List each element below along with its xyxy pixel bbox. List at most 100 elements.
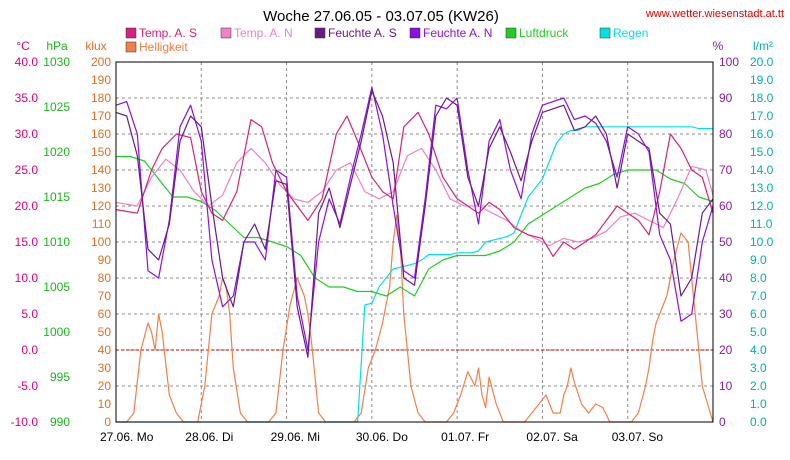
tick-label: 9.0 — [750, 253, 767, 267]
series-line-helligkeit — [116, 214, 714, 423]
tick-label: 90 — [719, 91, 733, 105]
tick-label: 13.0 — [750, 181, 774, 195]
tick-label: 14.0 — [750, 163, 774, 177]
tick-label: 30 — [98, 361, 112, 375]
legend-label: Regen — [613, 26, 648, 40]
tick-label: 40.0 — [15, 55, 39, 69]
tick-label: 190 — [91, 73, 111, 87]
axis-unit-label: klux — [85, 39, 106, 53]
legend-swatch — [409, 27, 421, 39]
tick-label: 110 — [92, 217, 111, 231]
tick-label: 1025 — [43, 100, 70, 114]
axis-unit-label: l/m² — [753, 39, 773, 53]
series-layer — [115, 86, 714, 423]
tick-label: -10.0 — [11, 415, 39, 429]
axis-unit-label: hPa — [46, 39, 68, 53]
tick-label: 70 — [719, 163, 733, 177]
series-line-feuchte-a-s — [115, 90, 714, 358]
tick-label: 130 — [91, 181, 111, 195]
x-tick-label: 28.06. Di — [185, 430, 233, 444]
tick-label: 100 — [91, 235, 111, 249]
series-line-temp-a-n — [115, 147, 714, 247]
tick-label: 20 — [719, 343, 733, 357]
tick-label: 50 — [98, 325, 112, 339]
tick-label: 90 — [98, 253, 112, 267]
legend-swatch — [220, 27, 232, 39]
tick-label: 1005 — [43, 280, 70, 294]
tick-label: 10.0 — [15, 271, 39, 285]
tick-label: 120 — [91, 199, 111, 213]
chart-title: Woche 27.06.05 - 03.07.05 (KW26) — [263, 8, 499, 25]
tick-label: 180 — [91, 91, 111, 105]
series-line-luftdruck — [116, 155, 714, 297]
tick-label: 20.0 — [15, 199, 39, 213]
tick-label: 1015 — [43, 190, 70, 204]
tick-label: 3.0 — [750, 361, 767, 375]
legend-swatch — [505, 27, 517, 39]
tick-label: 60 — [98, 307, 112, 321]
x-tick-label: 27.06. Mo — [100, 430, 154, 444]
tick-label: 11.0 — [750, 217, 773, 231]
axis-lm: 0.0 1.0 2.0 3.0 4.0 5.0 6.0 7.0 8.0 9.0 10.0 11.0 12… — [750, 55, 774, 429]
tick-label: 1000 — [43, 325, 70, 339]
tick-label: 10 — [98, 397, 112, 411]
x-tick-label: 03.07. So — [612, 430, 664, 444]
legend-swatch — [125, 27, 137, 39]
tick-label: 40 — [719, 271, 733, 285]
legend-swatch — [125, 41, 137, 53]
tick-label: 2.0 — [750, 379, 767, 393]
tick-label: 1030 — [43, 55, 70, 69]
tick-label: 140 — [91, 163, 111, 177]
tick-label: 4.0 — [750, 343, 767, 357]
tick-label: 7.0 — [750, 289, 767, 303]
x-axis-labels: 27.06. Mo 28.06. Di 29.06. Mi 30.06. Do 01.0… — [100, 430, 663, 444]
axis-c: -10.0 -5.0 0.0 5.0 10.0 15.0 20.0 25.0 30.0 35.0 4… — [11, 55, 39, 429]
series-line-feuchte-a-n — [115, 86, 714, 351]
tick-label: 80 — [98, 271, 112, 285]
tick-label: 18.0 — [750, 91, 774, 105]
tick-label: 170 — [91, 109, 111, 123]
tick-label: 990 — [50, 415, 70, 429]
tick-label: 20 — [98, 379, 112, 393]
tick-label: 12.0 — [750, 199, 774, 213]
legend-label: Feuchte A. N — [423, 26, 492, 40]
tick-label: 20.0 — [750, 55, 774, 69]
tick-label: 5.0 — [750, 325, 767, 339]
tick-label: 16.0 — [750, 127, 774, 141]
x-tick-label: 02.07. Sa — [526, 430, 578, 444]
tick-label: 995 — [50, 370, 70, 384]
tick-label: 35.0 — [15, 91, 39, 105]
axes: -10.0 -5.0 0.0 5.0 10.0 15.0 20.0 25.0 30.0 35.0 4… — [11, 55, 774, 429]
tick-label: 19.0 — [750, 73, 774, 87]
source-url: www.wetter.wiesenstadt.at.tt — [645, 8, 784, 20]
tick-label: 17.0 — [750, 109, 774, 123]
x-tick-label: 01.07. Fr — [441, 430, 489, 444]
grid — [116, 62, 713, 422]
tick-label: 50 — [719, 235, 733, 249]
x-tick-label: 30.06. Do — [356, 430, 408, 444]
tick-label: 150 — [91, 145, 111, 159]
tick-label: 0 — [104, 415, 111, 429]
tick-label: 200 — [91, 55, 111, 69]
axis-units: °C hPa klux% l/m² — [16, 39, 773, 53]
legend: Temp. A. S Temp. A. N Feuchte A. S Feuchte … — [125, 26, 648, 54]
tick-label: 1.0 — [750, 397, 767, 411]
tick-label: 0.0 — [21, 343, 38, 357]
legend-label: Helligkeit — [139, 40, 188, 54]
tick-label: 8.0 — [750, 271, 767, 285]
series-line-regen — [116, 126, 713, 423]
tick-label: -5.0 — [17, 379, 38, 393]
axis-unit-label: °C — [16, 39, 30, 53]
axis-klux: 0 10 20 30 40 50 60 70 80 90 100 110 120 130 140 150 160… — [91, 55, 111, 429]
tick-label: 100 — [719, 55, 739, 69]
tick-label: 160 — [91, 127, 111, 141]
tick-label: 40 — [98, 343, 112, 357]
tick-label: 5.0 — [21, 307, 38, 321]
tick-label: 15.0 — [750, 145, 774, 159]
legend-label: Temp. A. N — [234, 26, 293, 40]
tick-label: 10.0 — [750, 235, 774, 249]
tick-label: 10 — [719, 379, 733, 393]
tick-label: 60 — [719, 199, 733, 213]
x-tick-label: 29.06. Mi — [271, 430, 320, 444]
